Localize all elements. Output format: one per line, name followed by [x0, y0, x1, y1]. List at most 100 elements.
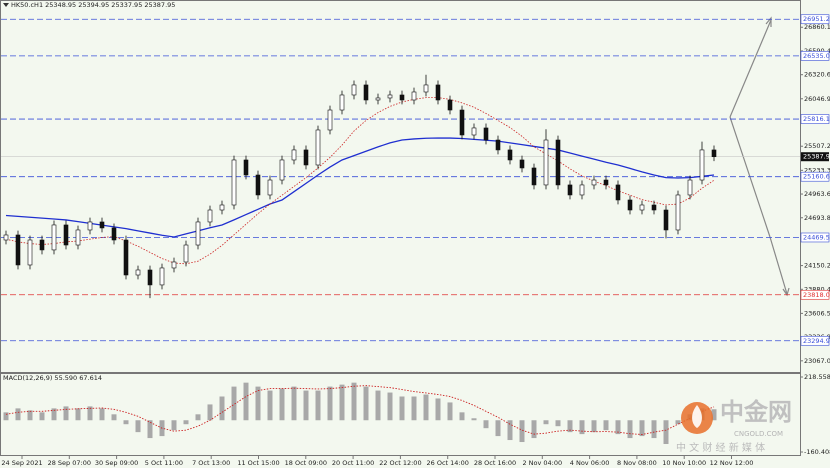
- watermark-name: 中金网: [720, 398, 792, 426]
- x-tick-label: 5 Oct 11:00: [145, 459, 183, 467]
- candle-body: [63, 224, 69, 246]
- y-tick-label: 26046.90: [804, 95, 830, 103]
- macd-bar: [459, 412, 465, 421]
- header-icon: [3, 3, 9, 7]
- x-tick-label: 22 Oct 12:00: [379, 459, 421, 467]
- candle-body: [591, 179, 597, 186]
- y-tick-label: 23606.55: [804, 309, 830, 317]
- macd-bar: [639, 420, 645, 437]
- macd-bar: [351, 382, 357, 421]
- candle-body: [531, 167, 537, 186]
- macd-bar: [663, 420, 669, 445]
- candle-body: [111, 227, 117, 241]
- watermark: 中金网 CNGOLD.COM 中 文 财 经 新 媒 体: [676, 398, 792, 454]
- y-tick-label: 24150.20: [804, 262, 830, 270]
- candle-body: [603, 179, 609, 186]
- macd-bar: [75, 408, 81, 421]
- macd-bar: [135, 420, 141, 433]
- candle-body: [207, 209, 213, 223]
- x-tick-label: 10 Nov 10:00: [662, 459, 706, 467]
- macd-bar: [183, 420, 189, 425]
- candle-body: [411, 91, 417, 101]
- macd-bar: [171, 420, 177, 431]
- candle-body: [447, 99, 453, 111]
- y-tick-label: 25233.35: [804, 166, 830, 174]
- candle-body: [435, 84, 441, 101]
- candle-body: [519, 159, 525, 169]
- macd-bar: [711, 409, 717, 421]
- candle-body: [615, 184, 621, 201]
- macd-bar: [231, 386, 237, 421]
- candle-body: [543, 139, 549, 186]
- y-tick-label: 24693.85: [804, 214, 830, 222]
- candle-body: [135, 269, 141, 276]
- macd-bar: [531, 420, 537, 439]
- candle-body: [351, 84, 357, 96]
- y-tick-label: 23067.05: [804, 357, 830, 365]
- macd-bar: [495, 420, 501, 437]
- macd-bar: [87, 406, 93, 421]
- x-tick-label: 24 Sep 2021: [1, 459, 42, 467]
- x-tick-label: 28 Sep 07:00: [48, 459, 91, 467]
- candle-body: [39, 239, 45, 251]
- x-tick-label: 2 Nov 04:00: [522, 459, 562, 467]
- macd-bar: [387, 392, 393, 421]
- candle-body: [27, 239, 33, 266]
- watermark-tagline: 中 文 财 经 新 媒 体: [676, 441, 765, 454]
- macd-bar: [603, 420, 609, 431]
- macd-bar: [15, 408, 21, 421]
- candle-body: [339, 94, 345, 111]
- x-tick-label: 28 Oct 16:00: [474, 459, 516, 467]
- macd-pane: [0, 373, 801, 456]
- level-label: 25816.19: [803, 115, 830, 123]
- macd-bar: [519, 420, 525, 443]
- candle-body: [555, 139, 561, 186]
- macd-bar: [255, 386, 261, 421]
- macd-bar: [339, 384, 345, 421]
- chart-title: HK50.cH1 25348.95 25394.95 25337.95 2538…: [11, 1, 175, 9]
- level-label-box: [800, 14, 830, 25]
- macd-bar: [543, 420, 549, 425]
- candle-body: [147, 269, 153, 286]
- candle-body: [375, 97, 381, 101]
- candle-body: [471, 127, 477, 136]
- level-label: 23294.97: [803, 337, 830, 345]
- macd-bar: [51, 408, 57, 421]
- y-tick-label: 26320.65: [804, 71, 830, 79]
- candle-body: [687, 179, 693, 196]
- moving-average: [5, 137, 715, 238]
- candle-body: [231, 159, 237, 206]
- level-label-box: [800, 289, 830, 300]
- x-tick-label: 20 Oct 11:00: [332, 459, 374, 467]
- macd-bar: [567, 420, 573, 433]
- level-label: 23818.00: [803, 291, 830, 299]
- macd-bar: [303, 390, 309, 421]
- macd-bar: [267, 390, 273, 421]
- candle-body: [579, 184, 585, 196]
- macd-bar: [375, 390, 381, 421]
- candle-body: [363, 84, 369, 101]
- watermark-url: CNGOLD.COM: [734, 430, 783, 438]
- candle-body: [699, 149, 705, 181]
- y-tick-label: 25507.25: [804, 142, 830, 150]
- y-tick-label: 218.558: [804, 373, 830, 381]
- candle-body: [291, 149, 297, 161]
- x-tick-label: 4 Nov 06:00: [570, 459, 610, 467]
- macd-bar: [3, 412, 9, 421]
- macd-bar: [555, 420, 561, 427]
- macd-bar: [363, 386, 369, 421]
- candle-body: [459, 109, 465, 136]
- candle-body: [219, 204, 225, 211]
- macd-bar: [579, 420, 585, 435]
- y-tick-label: 24963.60: [804, 190, 830, 198]
- macd-bar: [627, 420, 633, 439]
- candle-body: [651, 204, 657, 211]
- x-tick-label: 26 Oct 14:00: [427, 459, 469, 467]
- candle-body: [627, 199, 633, 211]
- macd-bar: [147, 420, 153, 439]
- level-label-box: [800, 51, 830, 61]
- macd-bar: [591, 420, 597, 433]
- candle-body: [15, 234, 21, 266]
